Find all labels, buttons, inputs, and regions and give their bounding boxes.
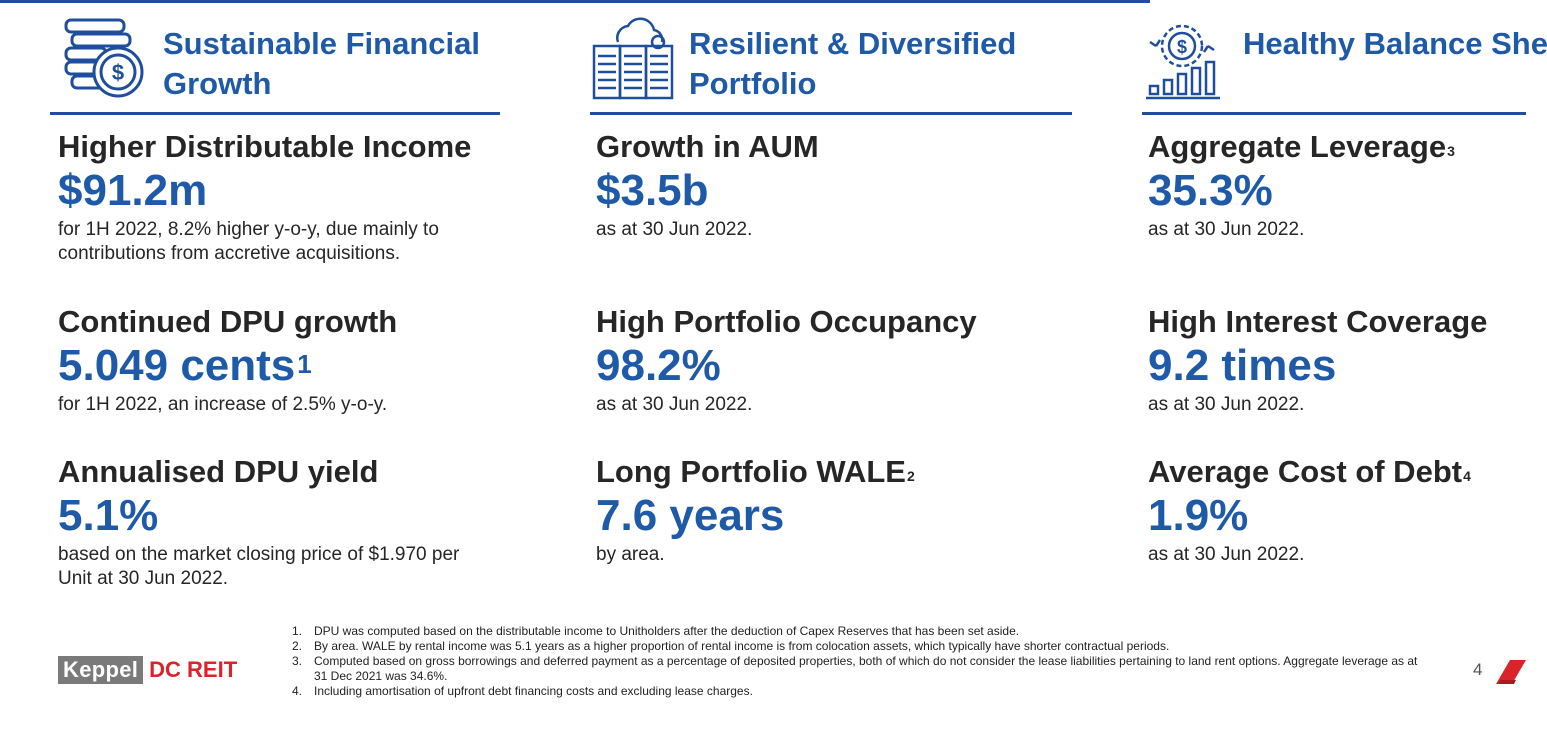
metric-description: for 1H 2022, an increase of 2.5% y-o-y.: [58, 394, 388, 415]
metric-aum-growth: Growth in AUM $3.5b as at 30 Jun 2022.: [596, 128, 1026, 242]
metric-label: Aggregate Leverage3: [1148, 129, 1455, 164]
footnote-text: By area. WALE by rental income was 5.1 y…: [314, 639, 1170, 653]
cloud-server-icon: [592, 17, 674, 100]
metric-value: $3.5b: [596, 166, 709, 215]
footnotes: 1. DPU was computed based on the distribu…: [292, 624, 1432, 699]
metric-label: Annualised DPU yield: [58, 454, 379, 489]
svg-text:$: $: [1177, 37, 1187, 57]
metric-description: as at 30 Jun 2022.: [1148, 544, 1305, 565]
footnote-ref: 4: [1463, 468, 1471, 484]
column-header: $ Healthy Balance Sheet: [1142, 0, 1547, 115]
footnote-number: 4.: [292, 684, 303, 698]
metric-description: as at 30 Jun 2022.: [1148, 394, 1305, 415]
footnote-number: 1.: [292, 624, 303, 638]
metric-label: Average Cost of Debt4: [1148, 454, 1471, 489]
metric-aggregate-leverage: Aggregate Leverage3 35.3% as at 30 Jun 2…: [1148, 128, 1547, 242]
logo-dc-reit: DC REIT: [149, 657, 238, 682]
metric-description: as at 30 Jun 2022.: [1148, 219, 1305, 240]
footnote-ref: 3: [1447, 143, 1455, 159]
svg-text:$: $: [112, 60, 124, 85]
footnote-item: 4. Including amortisation of upfront debt…: [292, 684, 1432, 699]
page-number: 4: [1473, 660, 1483, 679]
column-title: Healthy Balance Sheet: [1243, 26, 1547, 61]
logo-keppel: Keppel: [58, 656, 144, 684]
metric-description: by area.: [596, 544, 665, 565]
metric-cost-of-debt: Average Cost of Debt4 1.9% as at 30 Jun …: [1148, 453, 1547, 567]
footnote-text: DPU was computed based on the distributa…: [314, 624, 1020, 638]
metric-label: High Interest Coverage: [1148, 304, 1488, 339]
metric-value: $91.2m: [58, 166, 208, 215]
footnote-item: 3. Computed based on gross borrowings and…: [292, 654, 1432, 684]
column-portfolio: Resilient & Diversified Portfolio Growth…: [590, 0, 1072, 565]
footnote-ref: 2: [906, 468, 915, 484]
metric-label: High Portfolio Occupancy: [596, 304, 977, 339]
metric-value: 98.2%: [596, 341, 721, 390]
keppel-dc-reit-logo: Keppel DC REIT: [58, 656, 237, 684]
metric-label: Growth in AUM: [596, 129, 819, 164]
footnote-text: Including amortisation of upfront debt f…: [314, 684, 753, 698]
metric-value: 7.6 years: [596, 491, 785, 540]
metric-description: as at 30 Jun 2022.: [596, 394, 753, 415]
column-title: Resilient & Diversified Portfolio: [689, 26, 1017, 101]
column-header: $ Sustainable Financial Growth: [50, 0, 500, 115]
metric-value: 1.9%: [1148, 491, 1249, 540]
column-title: Sustainable Financial Growth: [163, 26, 480, 101]
column-financial-growth: $ Sustainable Financial Growth Higher Di…: [50, 0, 500, 589]
metric-description: for 1H 2022, 8.2% higher y-o-y, due main…: [58, 219, 439, 264]
metric-distributable-income: Higher Distributable Income $91.2m for 1…: [58, 128, 488, 266]
coins-dollar-icon: $: [64, 18, 144, 98]
metric-label: Long Portfolio WALE2: [596, 454, 915, 489]
metric-occupancy: High Portfolio Occupancy 98.2% as at 30 …: [596, 303, 1026, 417]
metric-description: based on the market closing price of $1.…: [58, 544, 460, 589]
metric-wale: Long Portfolio WALE2 7.6 years by area.: [596, 453, 1026, 567]
metric-value: 35.3%: [1148, 166, 1273, 215]
footnote-number: 3.: [292, 654, 303, 668]
metric-interest-coverage: High Interest Coverage 9.2 times as at 3…: [1148, 303, 1547, 417]
metric-label: Continued DPU growth: [58, 304, 398, 339]
top-rule: [0, 0, 1150, 3]
brand-slash-icon: [1496, 660, 1526, 684]
metric-dpu-growth: Continued DPU growth 5.049 cents1 for 1H…: [58, 303, 488, 417]
metric-description: as at 30 Jun 2022.: [596, 219, 753, 240]
metric-value: 5.049 cents1: [58, 341, 312, 390]
column-header: Resilient & Diversified Portfolio: [590, 0, 1072, 115]
metric-dpu-yield: Annualised DPU yield 5.1% based on the m…: [58, 453, 488, 591]
metric-value: 9.2 times: [1148, 341, 1337, 390]
footnote-item: 2. By area. WALE by rental income was 5.1…: [292, 639, 1432, 654]
footnote-number: 2.: [292, 639, 303, 653]
metric-label: Higher Distributable Income: [58, 129, 472, 164]
column-balance-sheet: $ Healthy Balance Sheet Aggregate Levera…: [1142, 0, 1547, 565]
footnote-item: 1. DPU was computed based on the distribu…: [292, 624, 1432, 639]
footnote-ref: 1: [297, 349, 312, 379]
metric-value: 5.1%: [58, 491, 159, 540]
gear-dollar-bar-chart-icon: $: [1146, 24, 1220, 100]
footnote-text: Computed based on gross borrowings and d…: [314, 654, 1418, 683]
